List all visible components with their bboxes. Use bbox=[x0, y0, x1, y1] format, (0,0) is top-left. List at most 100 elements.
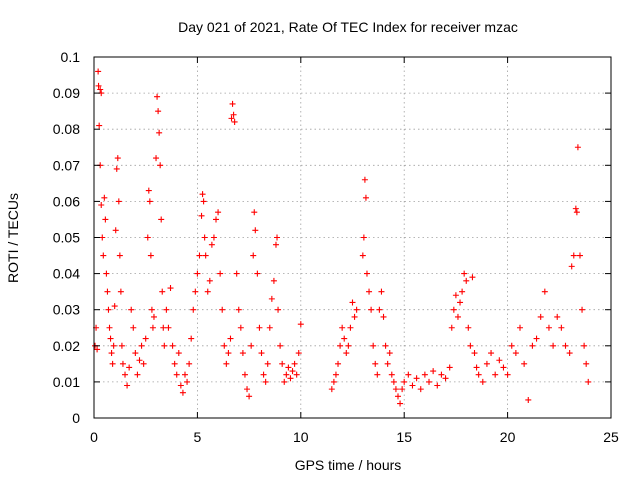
data-point bbox=[237, 324, 244, 331]
y-tick-label: 0.01 bbox=[53, 374, 80, 390]
data-point bbox=[153, 155, 160, 162]
data-point bbox=[512, 350, 519, 357]
data-point bbox=[111, 303, 118, 310]
data-point bbox=[241, 371, 248, 378]
data-point bbox=[583, 360, 590, 367]
data-point bbox=[457, 299, 464, 306]
data-point bbox=[221, 342, 228, 349]
data-point bbox=[149, 324, 156, 331]
data-point bbox=[217, 270, 224, 277]
data-point bbox=[434, 382, 441, 389]
data-point bbox=[266, 324, 273, 331]
data-point bbox=[397, 400, 404, 407]
data-point bbox=[239, 350, 246, 357]
data-point bbox=[186, 360, 193, 367]
data-point bbox=[198, 212, 205, 219]
data-point bbox=[250, 252, 257, 259]
data-point bbox=[201, 234, 208, 241]
data-point bbox=[473, 364, 480, 371]
data-point bbox=[285, 364, 292, 371]
data-point bbox=[347, 324, 354, 331]
x-axis-label: GPS time / hours bbox=[295, 457, 402, 473]
data-point bbox=[573, 209, 580, 216]
data-point bbox=[537, 313, 544, 320]
data-point bbox=[138, 342, 145, 349]
data-point bbox=[246, 393, 253, 400]
x-tick-label: 5 bbox=[194, 429, 202, 445]
data-point bbox=[105, 306, 112, 313]
data-point bbox=[94, 346, 101, 353]
data-point bbox=[345, 342, 352, 349]
data-point bbox=[108, 350, 115, 357]
data-point bbox=[150, 313, 157, 320]
y-tick-label: 0.03 bbox=[53, 302, 80, 318]
data-point bbox=[99, 234, 106, 241]
data-point bbox=[252, 227, 259, 234]
data-point bbox=[281, 378, 288, 385]
data-point bbox=[413, 375, 420, 382]
data-point bbox=[200, 198, 207, 205]
data-point bbox=[132, 350, 139, 357]
data-point bbox=[550, 342, 557, 349]
data-point bbox=[289, 368, 296, 375]
data-point bbox=[574, 144, 581, 151]
data-point bbox=[270, 277, 277, 284]
data-point bbox=[96, 122, 103, 129]
data-point bbox=[116, 252, 123, 259]
data-point bbox=[103, 270, 110, 277]
data-point bbox=[572, 205, 579, 212]
data-point bbox=[251, 209, 258, 216]
data-point bbox=[235, 306, 242, 313]
data-point bbox=[399, 386, 406, 393]
data-point bbox=[496, 357, 503, 364]
y-tick-label: 0.09 bbox=[53, 85, 80, 101]
y-tick-label: 0.06 bbox=[53, 193, 80, 209]
data-point bbox=[382, 342, 389, 349]
data-point bbox=[188, 335, 195, 342]
data-point bbox=[215, 209, 222, 216]
data-point bbox=[98, 202, 105, 209]
data-point bbox=[177, 382, 184, 389]
data-point bbox=[230, 111, 237, 118]
data-point bbox=[95, 82, 102, 89]
data-point bbox=[566, 350, 573, 357]
data-point bbox=[233, 270, 240, 277]
data-point bbox=[452, 292, 459, 299]
data-point bbox=[122, 371, 129, 378]
data-point bbox=[529, 342, 536, 349]
data-point bbox=[374, 371, 381, 378]
data-point bbox=[268, 295, 275, 302]
data-point bbox=[260, 371, 267, 378]
data-point bbox=[272, 241, 279, 248]
data-point bbox=[148, 306, 155, 313]
data-point bbox=[500, 364, 507, 371]
data-point bbox=[146, 198, 153, 205]
data-point bbox=[349, 299, 356, 306]
data-points bbox=[92, 68, 592, 407]
data-point bbox=[368, 306, 375, 313]
data-point bbox=[126, 364, 133, 371]
data-point bbox=[293, 371, 300, 378]
data-point bbox=[459, 288, 466, 295]
data-point bbox=[100, 252, 107, 259]
data-point bbox=[394, 393, 401, 400]
data-point bbox=[332, 371, 339, 378]
data-point bbox=[442, 375, 449, 382]
data-point bbox=[384, 360, 391, 367]
data-point bbox=[362, 194, 369, 201]
data-point bbox=[291, 360, 298, 367]
data-point bbox=[405, 371, 412, 378]
data-point bbox=[159, 288, 166, 295]
data-point bbox=[465, 324, 472, 331]
data-point bbox=[262, 378, 269, 385]
data-point bbox=[147, 252, 154, 259]
data-point bbox=[110, 342, 117, 349]
data-point bbox=[175, 350, 182, 357]
data-point bbox=[295, 350, 302, 357]
data-point bbox=[409, 382, 416, 389]
data-point bbox=[471, 350, 478, 357]
data-point bbox=[380, 313, 387, 320]
data-point bbox=[508, 342, 515, 349]
data-point bbox=[219, 306, 226, 313]
data-point bbox=[256, 324, 263, 331]
